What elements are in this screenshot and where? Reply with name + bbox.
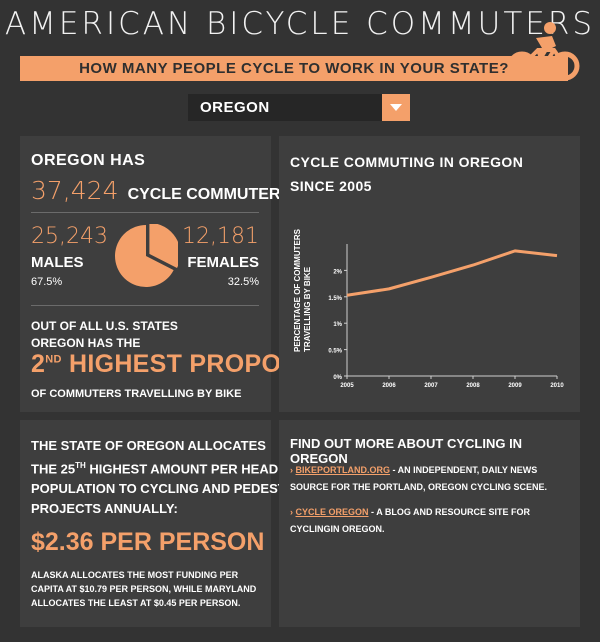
resource-item: › BIKEPORTLAND.ORG - AN INDEPENDENT, DAI… [290,462,565,496]
y-tick-label: 1.5% [328,296,342,302]
resource-description: - A BLOG AND RESOURCE SITE FOR CYCLINGIN… [290,507,531,534]
cycle-commuting-line-chart: PERCENTAGE OF COMMUTERSTRAVELLING BY BIK… [293,228,564,389]
rank-intro-line2: OREGON HAS THE [31,336,141,350]
bikeportland-link[interactable]: BIKEPORTLAND.ORG [295,465,391,475]
rank-outro: OF COMMUTERS TRAVELLING BY BIKE [31,388,242,400]
divider [31,212,259,213]
summary-panel: OREGON HAS 37,424 CYCLE COMMUTERS 25,243… [20,136,360,412]
bullet-chevron-icon: › [290,507,293,517]
funding-line3: POPULATION TO CYCLING AND PEDESTRIAN [31,481,318,497]
y-axis-title-line2: TRAVELLING BY BIKE [303,266,312,352]
x-tick-label: 2007 [424,383,438,389]
y-tick-label: 0.5% [328,349,342,355]
state-select-value[interactable]: OREGON [200,99,270,116]
state-has-label: OREGON HAS [31,152,146,169]
chart-subtitle: SINCE 2005 [290,178,372,194]
rank-intro-line1: OUT OF ALL U.S. STATES [31,319,178,333]
resource-description: - AN INDEPENDENT, DAILY NEWS SOURCE FOR … [290,465,548,492]
males-label: MALES [31,254,84,271]
males-pct: 67.5% [31,276,63,288]
funding-line1: THE STATE OF OREGON ALLOCATES [31,438,266,453]
pie-slice-males [115,225,174,287]
divider [31,305,259,306]
chart-title: CYCLE COMMUTING IN OREGON [290,154,524,170]
y-tick-label: 0% [333,375,342,381]
funding-amount: $2.36 PER PERSON [31,528,265,556]
y-tick-label: 1% [333,322,342,328]
page-title: AMERICAN BICYCLE COMMUTERS [4,6,596,42]
resources-panel: FIND OUT MORE ABOUT CYCLING IN OREGON › … [279,420,580,627]
resource-item: › CYCLE OREGON - A BLOG AND RESOURCE SIT… [290,504,565,538]
chevron-down-icon[interactable] [382,94,410,121]
funding-line2-post: HIGHEST AMOUNT PER HEAD OF [85,461,300,477]
total-commuters: 37,424 [31,176,119,205]
funding-line4: PROJECTS ANNUALLY: [31,501,178,517]
funding-panel: THE STATE OF OREGON ALLOCATES THE 25TH H… [20,420,318,627]
y-axis-title: PERCENTAGE OF COMMUTERSTRAVELLING BY BIK… [293,228,312,352]
males-count: 25,243 [31,224,108,249]
pie-slice-females [149,224,178,268]
cycle-oregon-link[interactable]: CYCLE OREGON [295,507,369,517]
x-tick-label: 2006 [382,383,396,389]
x-tick-label: 2009 [508,383,522,389]
females-label: FEMALES [187,254,259,271]
rank-number: 2 [31,350,46,378]
series-line [346,249,558,297]
bullet-chevron-icon: › [290,465,293,475]
gender-pie-chart [115,224,178,287]
x-tick-label: 2010 [550,383,564,389]
x-tick-label: 2005 [340,383,354,389]
females-pct: 32.5% [227,276,259,288]
funding-note: ALASKA ALLOCATES THE MOST FUNDING PER CA… [31,570,257,608]
subtitle-banner: HOW MANY PEOPLE CYCLE TO WORK IN YOUR ST… [20,56,568,81]
y-tick-label: 2% [333,269,342,275]
y-axis-title-line1: PERCENTAGE OF COMMUTERS [293,228,302,352]
females-count: 12,181 [182,224,259,249]
state-select[interactable]: OREGON [188,94,410,121]
funding-line2-pre: THE 25 [31,461,76,477]
total-commuters-label: CYCLE COMMUTERS [127,186,292,203]
funding-line2-sup: TH [75,461,86,470]
rank-suffix: ND [45,353,62,366]
resources-heading: FIND OUT MORE ABOUT CYCLING IN OREGON [290,436,523,466]
chart-panel: CYCLE COMMUTING IN OREGON SINCE 2005 PER… [279,136,580,412]
x-tick-label: 2008 [466,383,480,389]
